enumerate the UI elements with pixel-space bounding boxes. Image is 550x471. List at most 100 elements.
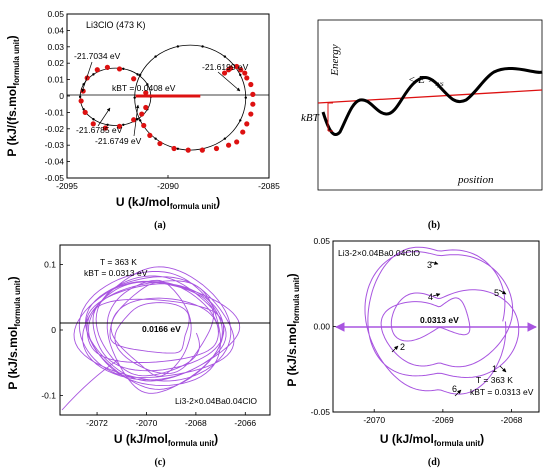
fit-marker [136, 118, 139, 121]
annotation-1: -21.7034 eV [74, 51, 121, 61]
data-point [213, 145, 220, 152]
fit-marker [176, 147, 180, 151]
plot-d-markers: 1 2 3 4 5 6 [391, 260, 507, 397]
data-point [171, 145, 177, 152]
data-point [238, 67, 244, 73]
marker-arrow [430, 261, 439, 265]
annotation-4: -21.6199 eV [202, 62, 249, 72]
data-point [116, 66, 123, 72]
fit-marker [92, 73, 95, 76]
annotation-4-arrow [217, 71, 241, 92]
data-point [234, 63, 240, 70]
data-point [143, 90, 149, 96]
data-point [248, 81, 254, 88]
kbt-label: kBT = 0.0408 eV [112, 83, 176, 93]
panel-a: -0.05 -0.04 -0.03 -0.02 -0.01 0 0.01 0.02 0.03 0.… [5, 9, 280, 231]
y-tick-label: 0.1 [44, 260, 56, 270]
plot-d-ticks: -2070 -2069 -2068 -0.05 0.00 0.05 [311, 236, 523, 425]
data-point [185, 147, 191, 153]
trajectory-marker: 3 [427, 260, 432, 270]
data-point [244, 75, 250, 81]
plot-c-ylabel: P (kJ/s.molformula unit) [6, 276, 22, 389]
data-point [131, 76, 137, 82]
fit-marker [106, 123, 109, 127]
mean-energy-label: < E >sys [408, 74, 444, 88]
kbt-label-c: kBT = 0.0313 eV [84, 268, 148, 278]
data-point [102, 125, 108, 131]
data-point [147, 132, 153, 138]
fit-marker [244, 96, 247, 99]
plot-a-xticks: -2095 -2090 -2085 [56, 175, 280, 191]
marker-arrow [432, 293, 441, 297]
svg-text:P (kJ/(fs.molformula unit): P (kJ/(fs.molformula unit) [5, 35, 21, 156]
fit-marker [92, 118, 95, 121]
fit-marker [133, 96, 136, 99]
data-point [240, 129, 246, 135]
fit-marker [201, 45, 204, 48]
data-point [139, 111, 145, 117]
plot-b-kbt-label: kBT [301, 112, 320, 124]
center-label-d: 0.0313 eV [420, 315, 459, 325]
data-point [244, 121, 250, 127]
plot-a-title: Li3ClO (473 K) [86, 20, 146, 30]
compound-label-d: Li3-2×0.04Ba0.04ClO [338, 248, 420, 258]
fit-marker [122, 67, 125, 71]
data-point [94, 67, 100, 73]
y-tick-label: 0.05 [313, 236, 330, 246]
caption-c: (c) [154, 457, 165, 468]
caption-d: (d) [428, 457, 440, 468]
x-tick-label: -2085 [258, 181, 280, 191]
y-tick-label: -0.02 [45, 124, 65, 134]
annotation-2-arrow [97, 107, 111, 127]
annotation-2: -21.6785 eV [76, 125, 123, 135]
data-point [141, 122, 147, 129]
svg-text:U (kJ/molformula unit): U (kJ/molformula unit) [380, 432, 484, 448]
y-tick-label: -0.05 [311, 407, 331, 417]
data-point [78, 98, 84, 104]
data-point [228, 65, 234, 71]
fit-marker [239, 73, 242, 77]
y-tick-label: -0.1 [41, 390, 56, 400]
y-tick-label: 0 [59, 91, 64, 101]
y-tick-label: 0.04 [47, 25, 64, 35]
data-point [226, 142, 232, 148]
fit-marker [136, 73, 139, 76]
fit-marker [223, 55, 227, 58]
plot-a-points [78, 63, 256, 153]
annotation-1-arrow [81, 61, 93, 93]
trajectory-marker: 4 [428, 292, 433, 302]
trajectory-marker: 2 [400, 342, 405, 352]
fit-marker [138, 119, 142, 122]
plot-d-xlabel: U (kJ/molformula unit) [380, 432, 484, 448]
y-tick-label: 0 [51, 325, 56, 335]
fit-marker [154, 137, 157, 140]
panel-d: -2070 -2069 -2068 -0.05 0.00 0.05 Li3-2×0.04B… [285, 236, 540, 468]
fit-marker [138, 73, 142, 77]
annotation-3-arrow [133, 104, 140, 137]
data-point [199, 147, 205, 153]
data-point [116, 123, 123, 129]
x-tick-label: -2095 [56, 181, 78, 191]
plot-b-frame [317, 19, 543, 191]
x-tick-label: -2090 [157, 181, 179, 191]
panel-c: -2072 -2070 -2068 -2066 -0.1 0 0.1 T = 363 K k… [6, 244, 271, 468]
svg-text:P (kJ/s.molformula unit): P (kJ/s.molformula unit) [6, 276, 22, 389]
temperature-label-d: T = 363 K [476, 375, 513, 385]
data-point [82, 109, 88, 115]
compound-label-c: Li3-2×0.04Ba0.04ClO [175, 396, 257, 406]
data-point [131, 117, 137, 123]
plot-b-xlabel: position [457, 174, 494, 186]
y-tick-label: 0.03 [47, 42, 64, 52]
x-tick-label: -2068 [185, 418, 207, 428]
marker-arrow [499, 365, 507, 373]
data-point [234, 139, 240, 145]
caption-b: (b) [428, 220, 440, 231]
trajectory-orbits [364, 246, 520, 395]
plot-a-xlabel: U (kJ/molformula unit) [116, 195, 220, 211]
data-point [242, 70, 248, 76]
x-tick-label: -2072 [86, 418, 108, 428]
svg-text:P (kJ/s.molformula unit): P (kJ/s.molformula unit) [285, 273, 301, 386]
x-tick-label: -2070 [136, 418, 158, 428]
fit-marker [122, 123, 125, 127]
